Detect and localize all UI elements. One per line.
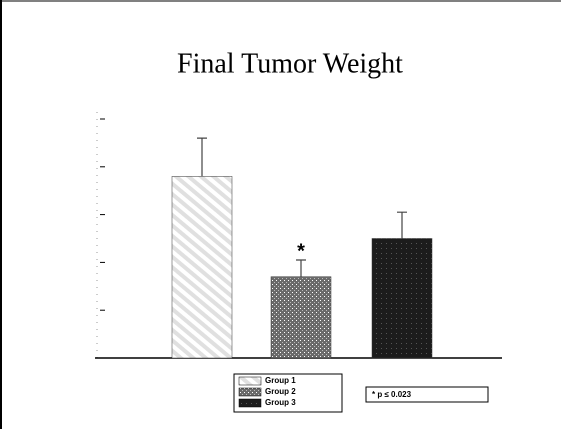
- error-bar: [296, 259, 306, 277]
- chart-title: Final Tumor Weight: [177, 48, 403, 79]
- bar: [171, 176, 233, 359]
- legend-swatch: [238, 387, 262, 397]
- note-box: [365, 386, 489, 403]
- legend-label: Group 2: [265, 387, 296, 396]
- bar: [270, 276, 332, 359]
- bar: [371, 238, 433, 359]
- error-bar: [197, 137, 207, 177]
- legend-swatch: [238, 398, 262, 408]
- significance-marker: *: [297, 240, 305, 262]
- legend-label: Group 1: [265, 376, 296, 385]
- error-bar: [397, 211, 407, 239]
- note: * p ≤ 0.023: [372, 390, 412, 399]
- legend-swatch: [238, 376, 262, 386]
- legend-label: Group 3: [265, 398, 296, 407]
